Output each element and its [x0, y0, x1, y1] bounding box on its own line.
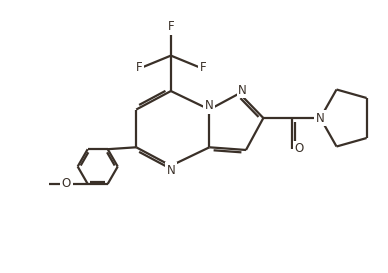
Text: O: O [294, 142, 304, 155]
Text: F: F [199, 61, 206, 75]
Text: N: N [166, 164, 175, 177]
Text: N: N [238, 84, 247, 97]
Text: O: O [62, 177, 71, 190]
Text: F: F [135, 61, 142, 75]
Text: F: F [168, 20, 174, 33]
Text: N: N [316, 111, 325, 124]
Text: N: N [205, 99, 214, 112]
